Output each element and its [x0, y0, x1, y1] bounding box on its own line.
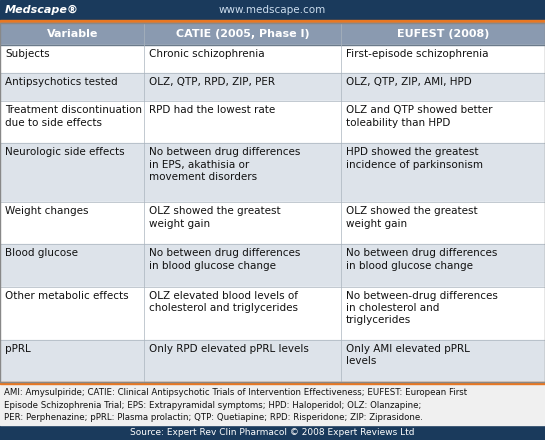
Bar	[0, 382, 545, 425]
Bar	[0, 244, 545, 286]
Text: No between-drug differences
in cholesterol and
triglycerides: No between-drug differences in cholester…	[346, 290, 498, 325]
Bar	[0, 340, 545, 382]
Text: Only AMI elevated pPRL
levels: Only AMI elevated pPRL levels	[346, 344, 469, 366]
Text: RPD had the lowest rate: RPD had the lowest rate	[149, 105, 276, 115]
Bar	[0, 23, 545, 45]
Text: No between drug differences
in EPS, akathisia or
movement disorders: No between drug differences in EPS, akat…	[149, 147, 301, 182]
Bar	[0, 45, 545, 73]
Text: OLZ showed the greatest
weight gain: OLZ showed the greatest weight gain	[149, 206, 281, 229]
Text: Variable: Variable	[46, 29, 98, 39]
Text: Source: Expert Rev Clin Pharmacol © 2008 Expert Reviews Ltd: Source: Expert Rev Clin Pharmacol © 2008…	[130, 428, 415, 437]
Text: Other metabolic effects: Other metabolic effects	[5, 290, 129, 301]
Text: HPD showed the greatest
incidence of parkinsonism: HPD showed the greatest incidence of par…	[346, 147, 483, 170]
Text: Treatment discontinuation
due to side effects: Treatment discontinuation due to side ef…	[5, 105, 142, 128]
Text: Subjects: Subjects	[5, 49, 50, 59]
Text: OLZ, QTP, ZIP, AMI, HPD: OLZ, QTP, ZIP, AMI, HPD	[346, 77, 471, 87]
Text: pPRL: pPRL	[5, 344, 31, 354]
Text: www.medscape.com: www.medscape.com	[219, 5, 326, 15]
Text: EUFEST (2008): EUFEST (2008)	[397, 29, 489, 39]
Text: No between drug differences
in blood glucose change: No between drug differences in blood glu…	[346, 249, 497, 271]
Text: No between drug differences
in blood glucose change: No between drug differences in blood glu…	[149, 249, 301, 271]
Text: Episode Schizophrenia Trial; EPS: Extrapyramidal symptoms; HPD: Haloperidol; OLZ: Episode Schizophrenia Trial; EPS: Extrap…	[4, 400, 421, 410]
Text: Only RPD elevated pPRL levels: Only RPD elevated pPRL levels	[149, 344, 310, 354]
Bar	[0, 20, 545, 23]
Bar	[0, 73, 545, 101]
Text: AMI: Amysulpiride; CATIE: Clinical Antipsychotic Trials of Intervention Effectiv: AMI: Amysulpiride; CATIE: Clinical Antip…	[4, 388, 467, 397]
Text: Antipsychotics tested: Antipsychotics tested	[5, 77, 118, 87]
Text: Medscape®: Medscape®	[5, 5, 79, 15]
Bar	[0, 143, 545, 202]
Bar	[0, 202, 545, 244]
Text: OLZ, QTP, RPD, ZIP, PER: OLZ, QTP, RPD, ZIP, PER	[149, 77, 275, 87]
Text: PER: Perphenazine; pPRL: Plasma prolactin; QTP: Quetiapine; RPD: Risperidone; ZI: PER: Perphenazine; pPRL: Plasma prolacti…	[4, 413, 423, 422]
Text: Chronic schizophrenia: Chronic schizophrenia	[149, 49, 265, 59]
Text: OLZ elevated blood levels of
cholesterol and triglycerides: OLZ elevated blood levels of cholesterol…	[149, 290, 299, 313]
Bar	[0, 382, 545, 384]
Text: Weight changes: Weight changes	[5, 206, 88, 216]
Text: Blood glucose: Blood glucose	[5, 249, 78, 258]
Text: OLZ and QTP showed better
toleability than HPD: OLZ and QTP showed better toleability th…	[346, 105, 492, 128]
Bar	[0, 23, 545, 382]
Text: First-episode schizophrenia: First-episode schizophrenia	[346, 49, 488, 59]
Text: OLZ showed the greatest
weight gain: OLZ showed the greatest weight gain	[346, 206, 477, 229]
Text: Neurologic side effects: Neurologic side effects	[5, 147, 125, 157]
Bar	[0, 101, 545, 143]
Bar	[0, 425, 545, 440]
Bar	[0, 286, 545, 340]
Bar	[0, 0, 545, 20]
Text: CATIE (2005, Phase I): CATIE (2005, Phase I)	[175, 29, 310, 39]
